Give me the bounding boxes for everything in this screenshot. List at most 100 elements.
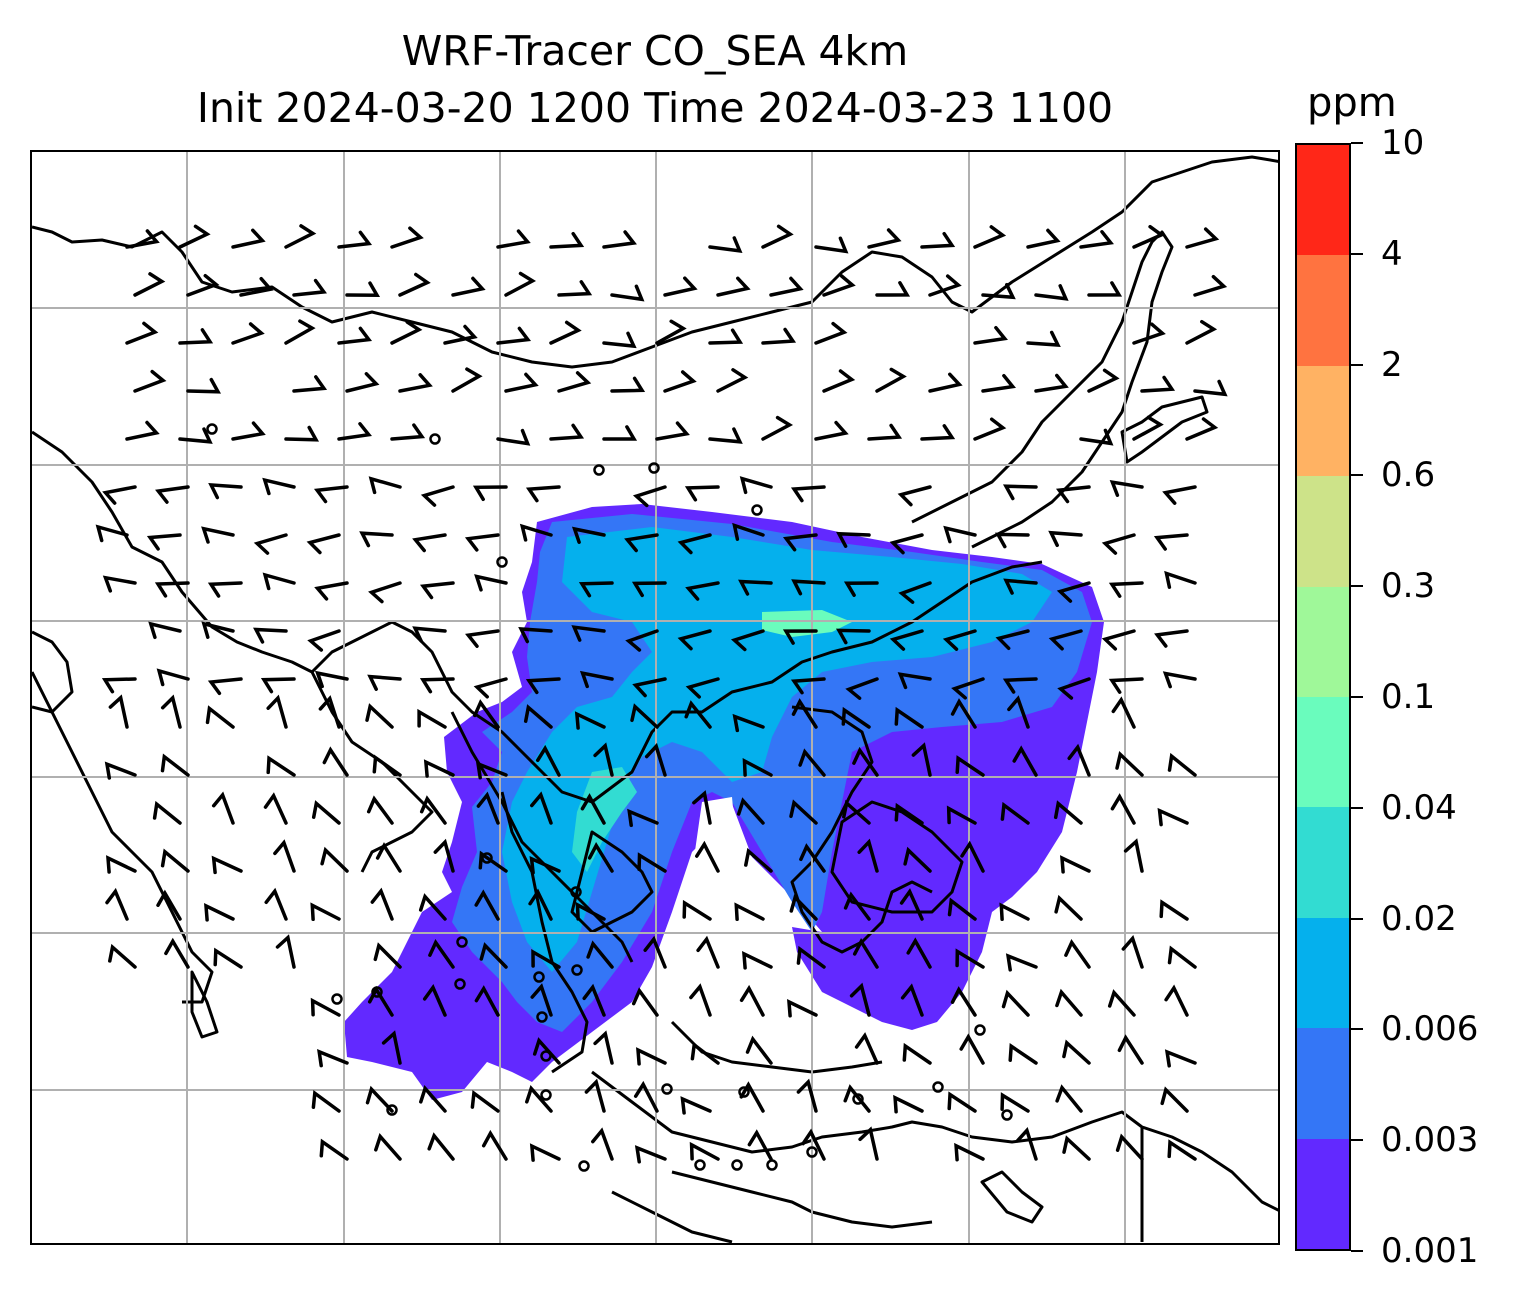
wind-barb [690,1041,720,1065]
wind-barb [893,1094,924,1114]
wind-barb [374,1133,402,1161]
wind-barb [734,902,765,922]
wind-barb [889,533,924,555]
wind-barb [584,1078,606,1113]
wind-barb [264,887,288,921]
wind-barb [160,694,182,729]
wind-barb [1101,533,1136,555]
wind-barb [1111,696,1136,729]
wind-barb [602,331,637,349]
wind-barb [1193,274,1228,297]
wind-barb [178,427,213,444]
colorbar-segment [1297,697,1349,808]
calm-wind-circle [206,423,218,435]
wind-barb [211,791,235,825]
wind-barb [950,986,977,1017]
wind-barb [412,533,447,553]
wind-barb [791,579,826,596]
wind-barb [211,855,243,875]
wind-barb [789,894,818,921]
wind-barb [867,423,903,441]
colorbar-tick-label: 0.6 [1381,455,1436,496]
wind-barb [496,229,531,249]
colorbar-tick [1351,252,1363,255]
calm-wind-circle [371,986,383,998]
calm-wind-circle [806,1146,818,1158]
wind-barb [655,421,690,441]
wind-barb [204,902,235,922]
wind-barb [451,276,486,297]
wind-barb [730,629,765,652]
wind-barb [857,838,879,873]
wind-barb [716,276,751,297]
wind-barb [637,852,667,873]
colorbar-tick-label: 2 [1381,344,1403,385]
wind-barb [684,485,720,502]
wind-barb [125,229,160,249]
colorbar-tick [1351,585,1363,588]
wind-barb [481,1129,508,1161]
wind-barb [1079,230,1114,249]
wind-barb [586,940,614,969]
wind-barb [464,533,500,552]
map-panel[interactable] [30,150,1280,1245]
wind-barb [1132,415,1164,441]
wind-barb [390,320,423,345]
colorbar-tick [1351,917,1363,920]
wind-barb [1115,1133,1144,1161]
wind-barb [207,677,243,696]
wind-barb [525,485,561,503]
wind-barb [417,708,447,729]
wind-barb [571,526,606,544]
wind-barb [531,948,561,969]
wind-barb [152,800,182,825]
wind-barb [398,272,431,297]
calm-wind-circle [731,1159,743,1171]
wind-barb [160,848,190,873]
wind-barb [1067,743,1091,777]
wind-barb [370,887,394,921]
wind-barb [519,523,553,542]
calm-wind-circle [1001,1109,1013,1121]
wind-barb [337,422,372,441]
wind-barb [108,943,137,969]
wind-barb [1087,281,1123,297]
wind-barb [473,677,508,699]
wind-barb [591,1127,614,1161]
wind-barb [578,581,614,598]
wind-barb [682,899,712,921]
wind-barb [738,579,773,596]
wind-barb [973,225,1007,249]
wind-barb [761,327,797,345]
wind-barb [894,802,924,825]
wind-barb [920,424,956,441]
wind-barb [345,281,381,297]
wind-barb [518,627,553,644]
tracer-plume [344,504,1104,1100]
wind-barb [689,1141,720,1161]
wind-barb [263,792,288,825]
colorbar-tick [1351,363,1363,366]
wind-barb [875,367,907,393]
wind-barb [685,581,720,601]
wind-barb [1000,1092,1030,1113]
wind-barb [796,945,826,969]
wind-barb [951,677,985,700]
wind-barb [663,370,697,393]
calm-wind-circle [331,993,343,1005]
wind-barb [213,947,243,969]
wind-barb [630,703,659,729]
colorbar-tick-label: 0.006 [1381,1009,1479,1050]
wind-barb [164,937,190,969]
wind-barb [239,276,274,297]
wind-barb [322,746,349,777]
wind-barb [761,415,794,441]
wind-barb [1064,939,1091,969]
wind-barb [178,224,211,249]
wind-barb [843,891,871,921]
calm-wind-circle [496,556,508,568]
wind-barb [677,629,712,651]
wind-barb [920,231,956,249]
calm-wind-circle [570,886,582,898]
wind-barb [1026,228,1061,249]
